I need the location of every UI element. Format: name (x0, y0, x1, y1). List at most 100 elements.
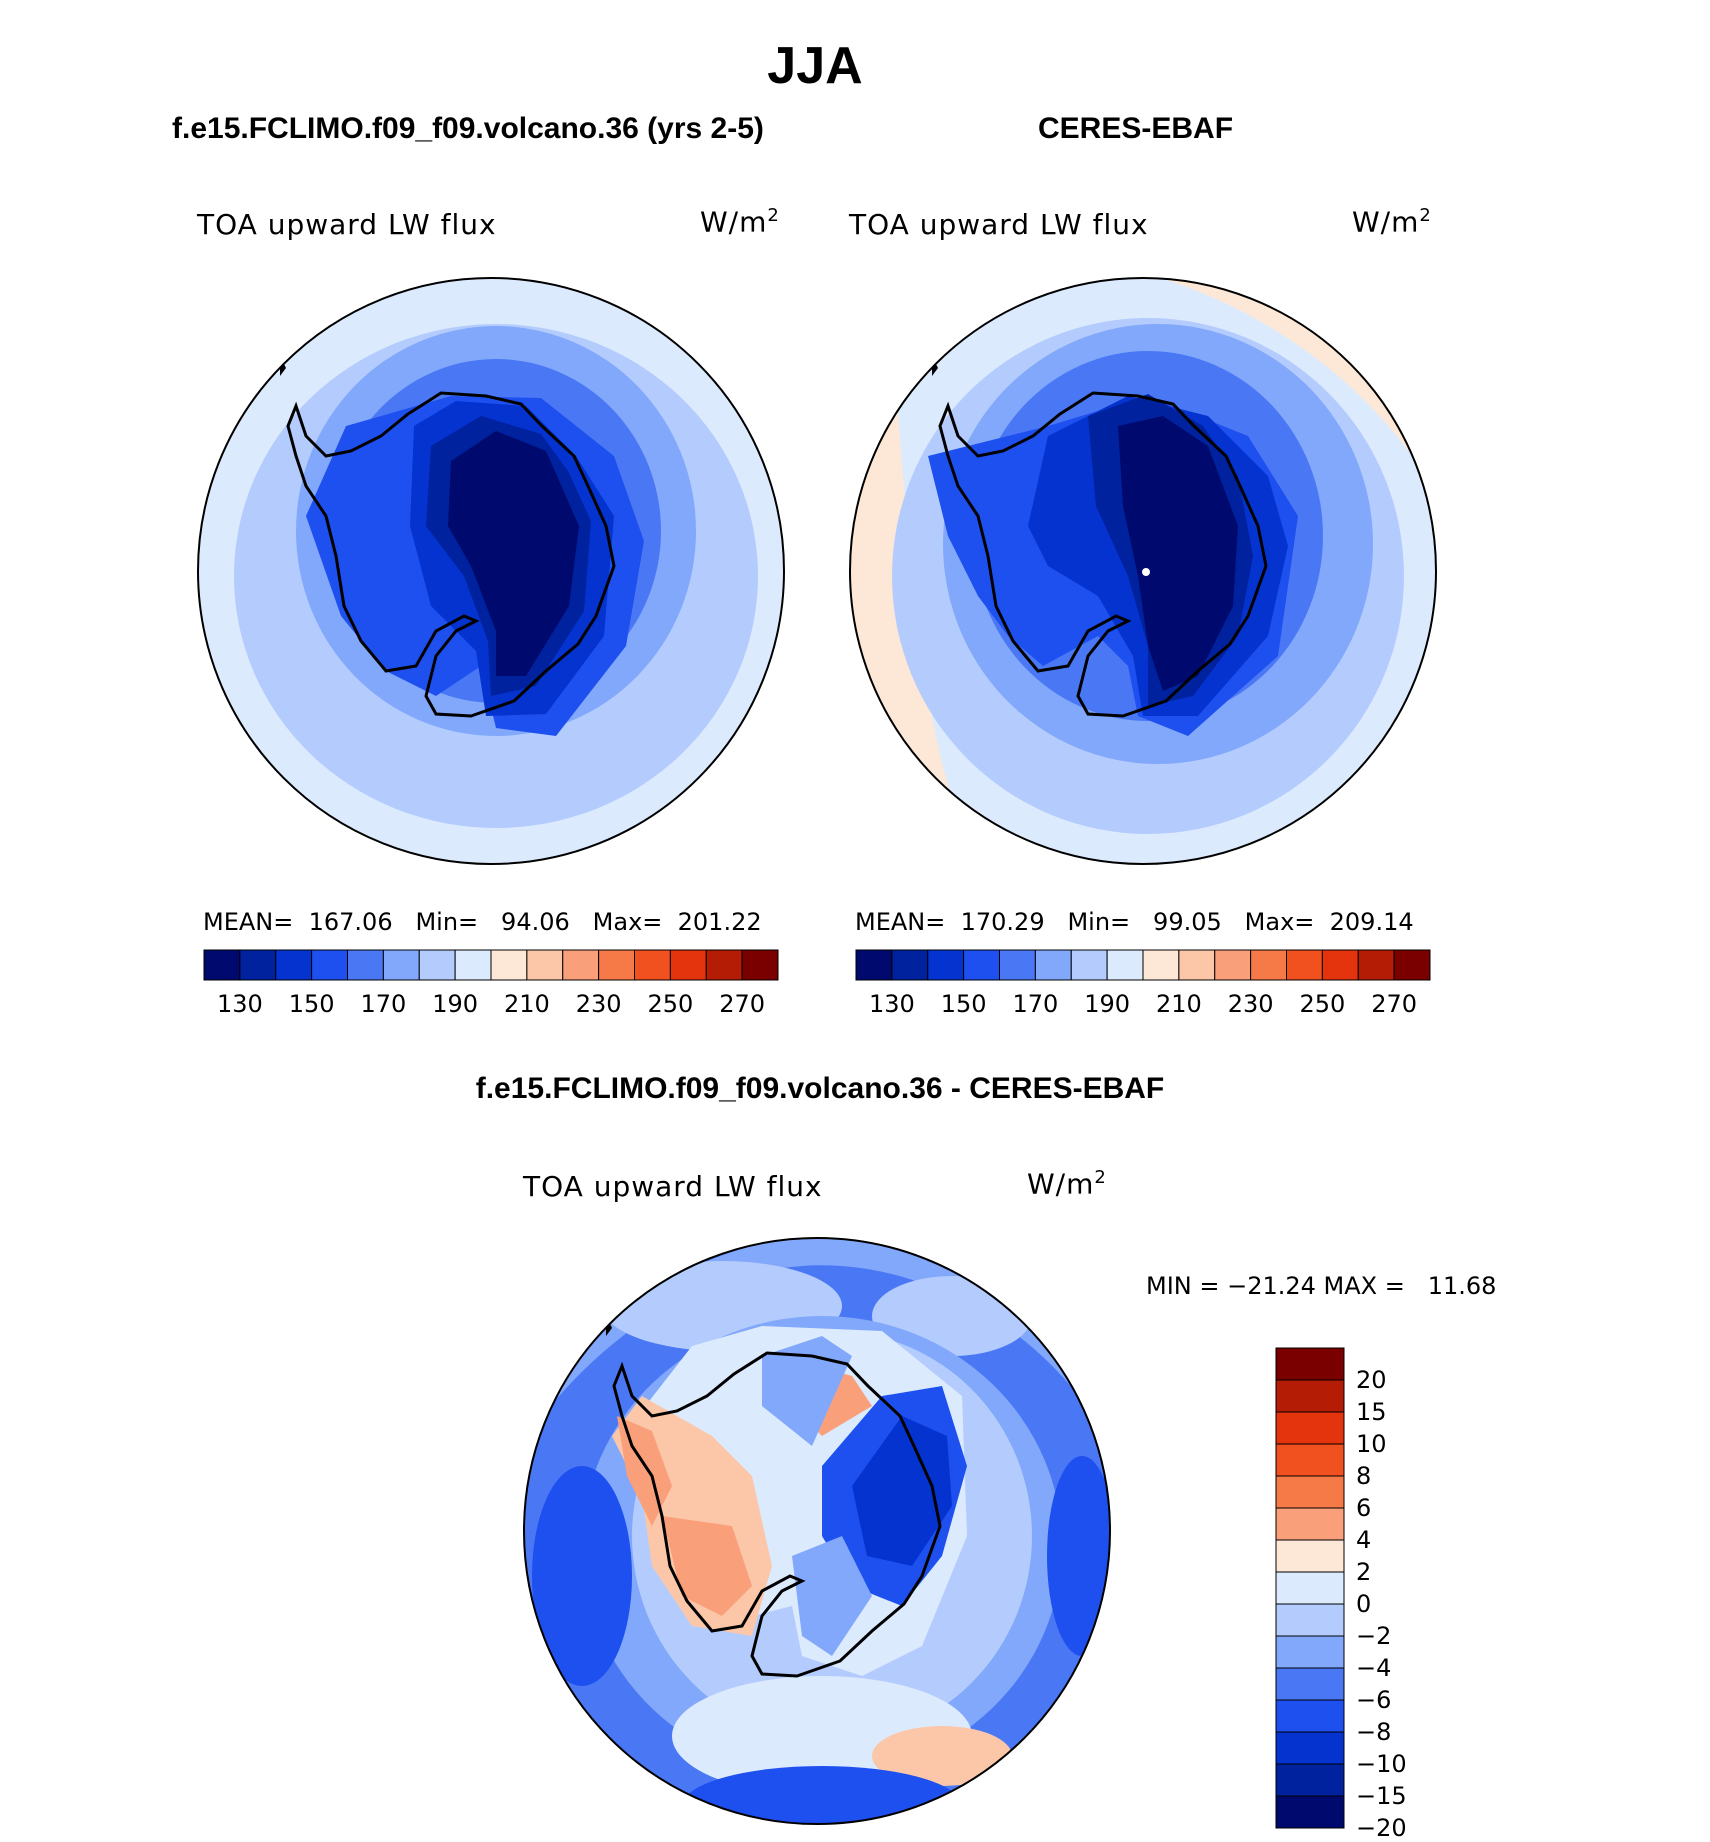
colorbar-tick-label: 8 (1356, 1462, 1372, 1490)
colorbar-tick-label: 190 (1084, 990, 1131, 1018)
colorbar-cell (1275, 1699, 1345, 1733)
colorbar-cell (1275, 1763, 1345, 1797)
colorbar-tick-label: 20 (1356, 1366, 1387, 1394)
diff-stats: MIN = −21.24 MAX = 11.68 (1146, 1272, 1497, 1300)
model-colorbar-ticks: 130 150 170 190 210 230 250 270 (204, 990, 778, 1020)
colorbar-cell (382, 949, 420, 981)
colorbar-cell (598, 949, 635, 981)
colorbar-cell (1275, 1507, 1345, 1541)
colorbar-tick-label: 270 (1371, 990, 1418, 1018)
colorbar-cell (1286, 949, 1323, 981)
colorbar-tick-label: −20 (1356, 1814, 1407, 1842)
obs-colorbar-ticks: 130 150 170 190 210 230 250 270 (856, 990, 1430, 1020)
colorbar-tick-label: 250 (1299, 990, 1346, 1018)
colorbar-cell (562, 949, 600, 981)
colorbar-cell (239, 949, 277, 981)
model-variable-label: TOA upward LW flux (197, 208, 497, 241)
diff-polar-map (523, 1237, 1111, 1825)
obs-units-label: W/m2 (1352, 205, 1432, 239)
colorbar-tick-label: 10 (1356, 1430, 1387, 1458)
colorbar-cell (1070, 949, 1108, 981)
colorbar-cell (891, 949, 929, 981)
colorbar-tick-label: 15 (1356, 1398, 1387, 1426)
colorbar-tick-label: 230 (575, 990, 622, 1018)
obs-panel-title: CERES-EBAF (1038, 112, 1234, 145)
colorbar-tick-label: 210 (503, 990, 550, 1018)
colorbar-tick-label: 6 (1356, 1494, 1372, 1522)
colorbar-cell (963, 949, 1000, 981)
diff-variable-label: TOA upward LW flux (523, 1170, 823, 1203)
colorbar-cell (1321, 949, 1359, 981)
colorbar-cell (927, 949, 965, 981)
colorbar-tick-label: 170 (1012, 990, 1059, 1018)
colorbar-cell (1275, 1347, 1345, 1381)
colorbar-tick-label: −6 (1356, 1686, 1392, 1714)
colorbar-tick-label: 150 (940, 990, 987, 1018)
colorbar-cell (705, 949, 743, 981)
colorbar-tick-label: −4 (1356, 1654, 1392, 1682)
colorbar-cell (1034, 949, 1072, 981)
obs-colorbar-cells (855, 949, 1431, 981)
colorbar-cell (1357, 949, 1395, 981)
obs-polar-map (849, 277, 1437, 865)
colorbar-cell (490, 949, 528, 981)
colorbar-cell (1142, 949, 1180, 981)
colorbar-cell (526, 949, 564, 981)
diff-panel-title: f.e15.FCLIMO.f09_f09.volcano.36 - CERES-… (475, 1072, 1165, 1105)
colorbar-tick-label: 250 (647, 990, 694, 1018)
colorbar-tick-label: 190 (432, 990, 479, 1018)
diff-units-label: W/m2 (1027, 1167, 1107, 1201)
colorbar-cell (1275, 1635, 1345, 1669)
colorbar-cell (1275, 1475, 1345, 1509)
model-polar-map (197, 277, 785, 865)
obs-variable-label: TOA upward LW flux (849, 208, 1149, 241)
model-units-label: W/m2 (700, 205, 780, 239)
colorbar-cell (1275, 1603, 1345, 1637)
colorbar-tick-label: −2 (1356, 1622, 1392, 1650)
colorbar-cell (1275, 1379, 1345, 1413)
colorbar-cell (311, 949, 348, 981)
model-colorbar (203, 949, 779, 981)
colorbar-cell (418, 949, 456, 981)
colorbar-cell (1275, 1667, 1345, 1701)
colorbar-tick-label: 150 (288, 990, 335, 1018)
colorbar-tick-label: −10 (1356, 1750, 1407, 1778)
obs-colorbar (855, 949, 1431, 981)
model-colorbar-cells (203, 949, 779, 981)
colorbar-cell (1275, 1443, 1345, 1477)
colorbar-cell (1275, 1571, 1345, 1605)
colorbar-cell (1275, 1411, 1345, 1445)
obs-stats: MEAN= 170.29 Min= 99.05 Max= 209.14 (855, 908, 1414, 936)
diff-colorbar-cells (1275, 1347, 1345, 1829)
colorbar-cell (855, 949, 893, 981)
diff-colorbar-ticks: 20 15 10 8 6 4 2 0 −2 −4 −6 −8 −10 −15 −20 (1356, 1348, 1476, 1842)
colorbar-tick-label: 0 (1356, 1590, 1372, 1618)
colorbar-cell (741, 949, 779, 981)
colorbar-tick-label: 230 (1227, 990, 1274, 1018)
colorbar-cell (1393, 949, 1431, 981)
colorbar-cell (454, 949, 492, 981)
colorbar-tick-label: 170 (360, 990, 407, 1018)
colorbar-cell (634, 949, 671, 981)
colorbar-cell (1250, 949, 1287, 981)
colorbar-cell (1214, 949, 1252, 981)
colorbar-tick-label: −8 (1356, 1718, 1392, 1746)
colorbar-cell (669, 949, 707, 981)
colorbar-tick-label: 4 (1356, 1526, 1372, 1554)
colorbar-tick-label: 270 (719, 990, 766, 1018)
model-panel-title: f.e15.FCLIMO.f09_f09.volcano.36 (yrs 2-5… (172, 112, 764, 145)
colorbar-cell (1106, 949, 1144, 981)
diff-colorbar (1275, 1347, 1345, 1829)
colorbar-cell (203, 949, 241, 981)
colorbar-cell (1275, 1731, 1345, 1765)
colorbar-cell (1178, 949, 1216, 981)
colorbar-cell (1275, 1795, 1345, 1829)
colorbar-tick-label: 130 (216, 990, 263, 1018)
colorbar-tick-label: −15 (1356, 1782, 1407, 1810)
colorbar-tick-label: 130 (868, 990, 915, 1018)
colorbar-tick-label: 210 (1155, 990, 1202, 1018)
colorbar-cell (347, 949, 384, 981)
model-stats: MEAN= 167.06 Min= 94.06 Max= 201.22 (203, 908, 762, 936)
figure-title: JJA (767, 37, 863, 95)
colorbar-tick-label: 2 (1356, 1558, 1372, 1586)
